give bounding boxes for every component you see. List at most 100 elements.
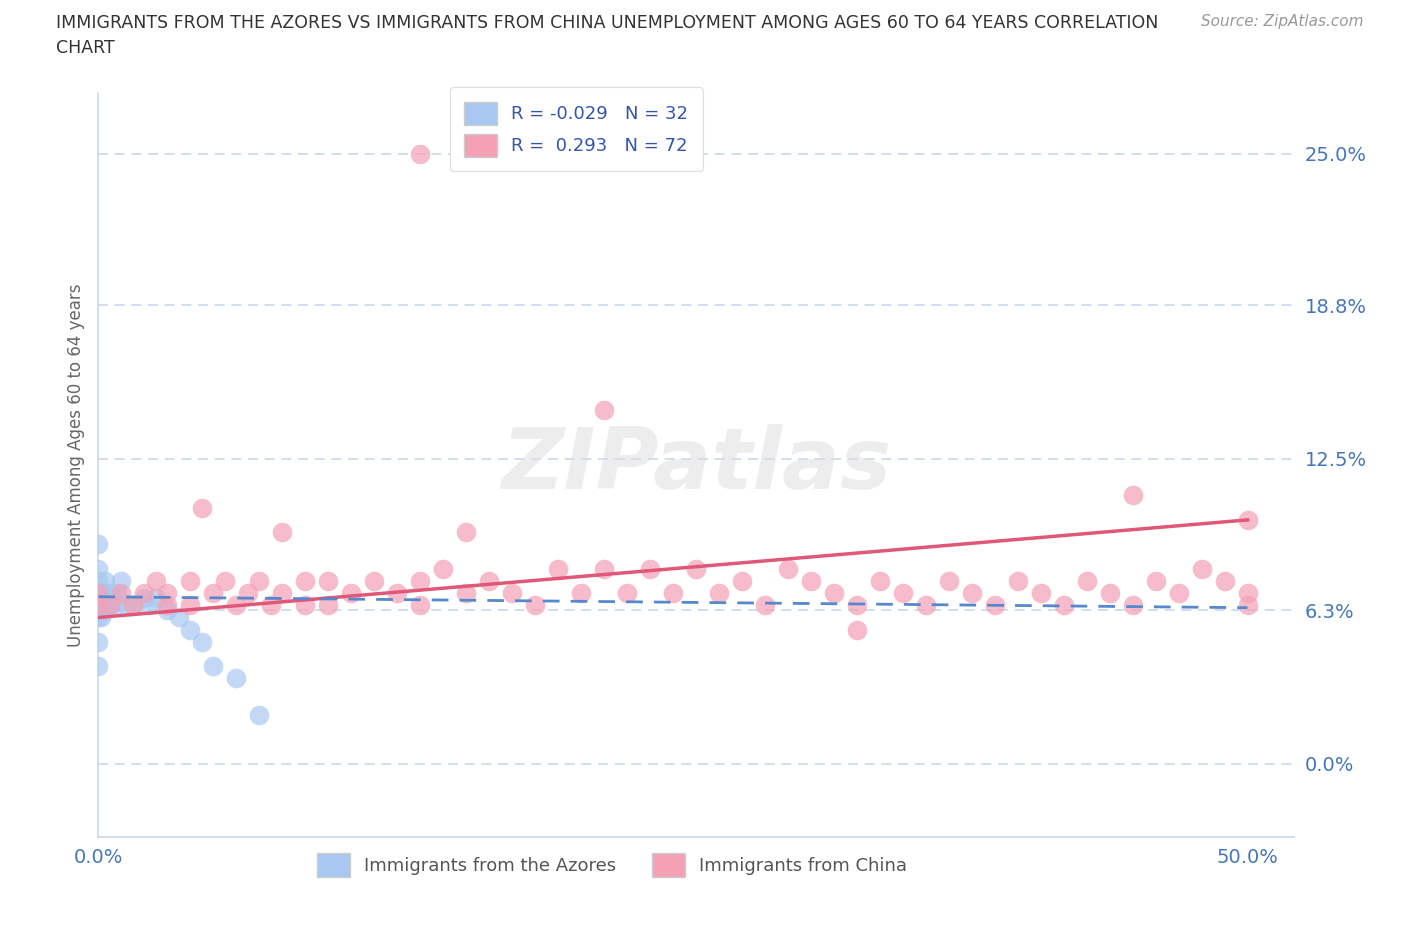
Point xyxy=(385,586,409,601)
Point xyxy=(247,708,270,723)
Point xyxy=(134,591,156,605)
Point xyxy=(432,561,454,576)
Point xyxy=(616,586,638,601)
Point xyxy=(98,598,121,613)
Point xyxy=(754,598,776,613)
Point xyxy=(823,586,845,601)
Text: CHART: CHART xyxy=(56,39,115,57)
Point xyxy=(179,598,201,613)
Point xyxy=(87,598,110,613)
Point xyxy=(731,574,754,589)
Point xyxy=(547,561,569,576)
Point xyxy=(202,658,225,673)
Point xyxy=(94,586,117,601)
Point xyxy=(845,622,868,637)
Point xyxy=(662,586,685,601)
Point xyxy=(316,598,339,613)
Point xyxy=(105,586,128,601)
Point xyxy=(363,574,385,589)
Point xyxy=(225,598,247,613)
Point xyxy=(179,622,201,637)
Point xyxy=(87,561,110,576)
Point xyxy=(1122,598,1144,613)
Point xyxy=(271,525,294,539)
Point xyxy=(891,586,914,601)
Point xyxy=(91,598,114,613)
Point xyxy=(938,574,960,589)
Point xyxy=(1098,586,1121,601)
Point xyxy=(247,574,270,589)
Point xyxy=(869,574,891,589)
Point xyxy=(960,586,983,601)
Point xyxy=(478,574,501,589)
Point xyxy=(122,598,145,613)
Point xyxy=(110,586,132,601)
Point xyxy=(984,598,1007,613)
Point xyxy=(294,574,316,589)
Point xyxy=(122,598,145,613)
Point xyxy=(156,603,179,618)
Point xyxy=(1236,512,1258,527)
Point xyxy=(87,610,110,625)
Point xyxy=(409,598,432,613)
Point xyxy=(1076,574,1098,589)
Point xyxy=(236,586,259,601)
Point xyxy=(409,147,432,162)
Point xyxy=(409,574,432,589)
Point xyxy=(202,586,225,601)
Point xyxy=(1007,574,1029,589)
Point xyxy=(316,574,339,589)
Point xyxy=(225,671,247,686)
Point xyxy=(340,586,363,601)
Point xyxy=(845,598,868,613)
Point xyxy=(271,586,294,601)
Point xyxy=(569,586,592,601)
Point xyxy=(1053,598,1076,613)
Point xyxy=(191,634,214,649)
Point xyxy=(98,598,121,613)
Point xyxy=(501,586,523,601)
Point xyxy=(456,525,478,539)
Point xyxy=(103,598,125,613)
Point xyxy=(776,561,799,576)
Point xyxy=(214,574,236,589)
Point xyxy=(685,561,707,576)
Point xyxy=(524,598,547,613)
Point xyxy=(87,598,110,613)
Point xyxy=(1167,586,1189,601)
Point xyxy=(98,586,121,601)
Point xyxy=(87,658,110,673)
Point xyxy=(1191,561,1213,576)
Point xyxy=(145,574,167,589)
Point xyxy=(1122,488,1144,503)
Point xyxy=(638,561,661,576)
Point xyxy=(145,591,167,605)
Point xyxy=(156,598,179,613)
Point xyxy=(260,598,283,613)
Text: Source: ZipAtlas.com: Source: ZipAtlas.com xyxy=(1201,14,1364,29)
Point xyxy=(134,586,156,601)
Point xyxy=(87,634,110,649)
Y-axis label: Unemployment Among Ages 60 to 64 years: Unemployment Among Ages 60 to 64 years xyxy=(66,284,84,646)
Point xyxy=(191,500,214,515)
Point xyxy=(156,586,179,601)
Point xyxy=(593,403,616,418)
Point xyxy=(90,610,112,625)
Point xyxy=(87,586,110,601)
Point xyxy=(101,591,124,605)
Point xyxy=(1213,574,1236,589)
Point xyxy=(179,574,201,589)
Point xyxy=(110,574,132,589)
Point xyxy=(1029,586,1052,601)
Point xyxy=(1236,586,1258,601)
Point xyxy=(167,610,190,625)
Point xyxy=(1144,574,1167,589)
Point xyxy=(914,598,936,613)
Point xyxy=(90,586,112,601)
Point xyxy=(707,586,730,601)
Point xyxy=(87,537,110,551)
Point xyxy=(138,598,160,613)
Point xyxy=(1236,598,1258,613)
Point xyxy=(94,574,117,589)
Point xyxy=(593,561,616,576)
